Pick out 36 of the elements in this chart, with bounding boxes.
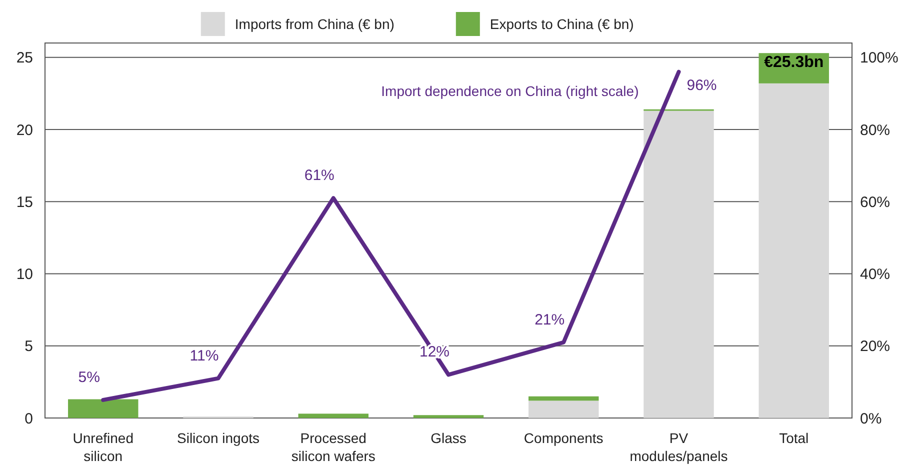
data-label: 5% (78, 368, 100, 386)
legend-label: Imports from China (€ bn) (234, 16, 394, 32)
y-tick-label: 15 (16, 194, 33, 211)
bar (413, 415, 484, 418)
bar (298, 414, 368, 418)
x-tick-label: Silicon ingots (177, 430, 260, 446)
y-tick-label: 25 (16, 50, 33, 67)
x-tick-label: Glass (430, 430, 466, 446)
x-tick-label: Unrefined silicon (72, 430, 134, 464)
bar (758, 83, 829, 418)
data-label: 61% (304, 167, 334, 184)
legend-label: Exports to China (€ bn) (490, 16, 634, 32)
y-tick-label: 5 (24, 338, 33, 356)
total-label: €25.3bn (764, 54, 824, 72)
series-label: Import dependence on China (right scale) (381, 82, 639, 99)
y-tick-label: 20 (16, 122, 33, 139)
x-tick-label: Processed silicon wafers (291, 430, 376, 464)
bar (528, 396, 599, 401)
x-tick-label: Components (524, 430, 604, 446)
y2-tick-label: 40% (860, 266, 890, 284)
y2-tick-label: 100% (860, 50, 898, 67)
y2-tick-label: 20% (860, 338, 890, 356)
y-tick-label: 10 (16, 266, 33, 284)
data-label: 11% (190, 347, 219, 364)
x-tick-label: PV modules/panels (630, 430, 728, 464)
y2-tick-label: 60% (860, 194, 890, 211)
y2-tick-label: 0% (860, 410, 882, 428)
line-series (101, 70, 681, 402)
data-label: 96% (686, 76, 717, 94)
bar (528, 400, 599, 418)
bar (68, 399, 138, 418)
x-tick-label: Total (779, 430, 809, 446)
y-tick-label: 0 (24, 410, 33, 428)
y2-tick-label: 80% (860, 122, 890, 139)
bar (644, 110, 714, 418)
data-label: 21% (534, 311, 565, 328)
